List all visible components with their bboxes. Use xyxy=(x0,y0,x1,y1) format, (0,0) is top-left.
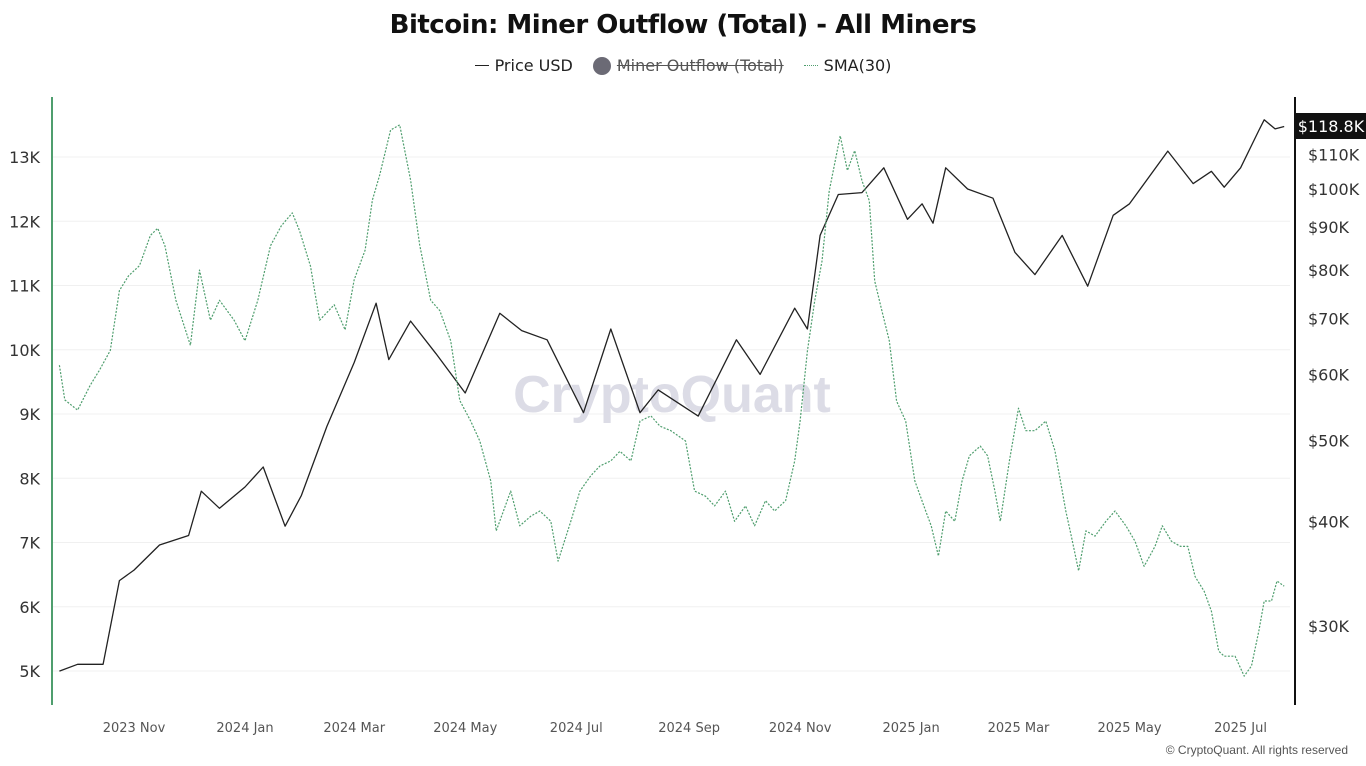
right-tick-label: $40K xyxy=(1308,513,1350,532)
x-tick-label: 2025 Mar xyxy=(988,721,1050,736)
legend: Price USD Miner Outflow (Total) SMA(30) xyxy=(0,56,1366,75)
sma30-line xyxy=(58,124,1285,677)
legend-item-miner-outflow[interactable]: Miner Outflow (Total) xyxy=(592,56,784,75)
right-tick-label: $80K xyxy=(1308,261,1350,280)
watermark: CryptoQuant xyxy=(513,366,831,424)
series-layer xyxy=(58,119,1285,677)
legend-label: Price USD xyxy=(494,56,573,75)
left-tick-label: 11K xyxy=(9,277,40,296)
right-tick-label: $60K xyxy=(1308,365,1350,384)
left-tick-label: 10K xyxy=(9,341,40,360)
legend-label: SMA(30) xyxy=(823,56,892,75)
right-axis-ticks: $30K $40K $50K $60K $70K $80K $90K $100K $110K xyxy=(1308,145,1360,636)
legend-item-sma[interactable]: SMA(30) xyxy=(803,56,892,75)
left-tick-label: 8K xyxy=(19,469,40,488)
dotted-line-swatch-icon xyxy=(803,65,818,66)
left-axis-ticks: 5K 6K 7K 8K 9K 10K 11K 12K 13K xyxy=(9,148,40,681)
left-tick-label: 12K xyxy=(9,212,40,231)
gridlines xyxy=(53,156,1290,672)
left-tick-label: 5K xyxy=(19,662,40,681)
legend-label: Miner Outflow (Total) xyxy=(616,56,784,75)
left-tick-label: 9K xyxy=(19,405,40,424)
legend-item-price[interactable]: Price USD xyxy=(474,56,573,75)
x-axis-ticks: 2023 Nov 2024 Jan 2024 Mar 2024 May 2024 Jul… xyxy=(103,721,1267,736)
current-price-text: $118.8K xyxy=(1298,117,1365,136)
x-tick-label: 2024 Nov xyxy=(769,721,832,736)
dot-swatch-icon xyxy=(592,56,611,75)
right-tick-label: $110K xyxy=(1308,145,1360,164)
price-usd-line xyxy=(59,119,1285,672)
x-tick-label: 2024 May xyxy=(433,721,497,736)
right-tick-label: $70K xyxy=(1308,309,1350,328)
right-tick-label: $90K xyxy=(1308,218,1350,237)
left-tick-label: 13K xyxy=(9,148,40,167)
right-tick-label: $100K xyxy=(1308,180,1360,199)
x-tick-label: 2024 Jul xyxy=(550,721,603,736)
chart-title: Bitcoin: Miner Outflow (Total) - All Min… xyxy=(389,10,977,40)
right-tick-label: $50K xyxy=(1308,432,1350,451)
x-tick-label: 2024 Sep xyxy=(658,721,720,736)
left-tick-label: 7K xyxy=(19,534,40,553)
left-tick-label: 6K xyxy=(19,598,40,617)
x-tick-label: 2024 Mar xyxy=(323,721,385,736)
copyright-footer: © CryptoQuant. All rights reserved xyxy=(1165,743,1348,757)
x-tick-label: 2025 Jul xyxy=(1214,721,1267,736)
x-tick-label: 2023 Nov xyxy=(103,721,166,736)
x-tick-label: 2024 Jan xyxy=(216,721,273,736)
current-price-label: $118.8K xyxy=(1296,113,1366,139)
line-swatch-icon xyxy=(474,65,489,66)
right-tick-label: $30K xyxy=(1308,617,1350,636)
x-tick-label: 2025 Jan xyxy=(883,721,940,736)
x-tick-label: 2025 May xyxy=(1097,721,1161,736)
